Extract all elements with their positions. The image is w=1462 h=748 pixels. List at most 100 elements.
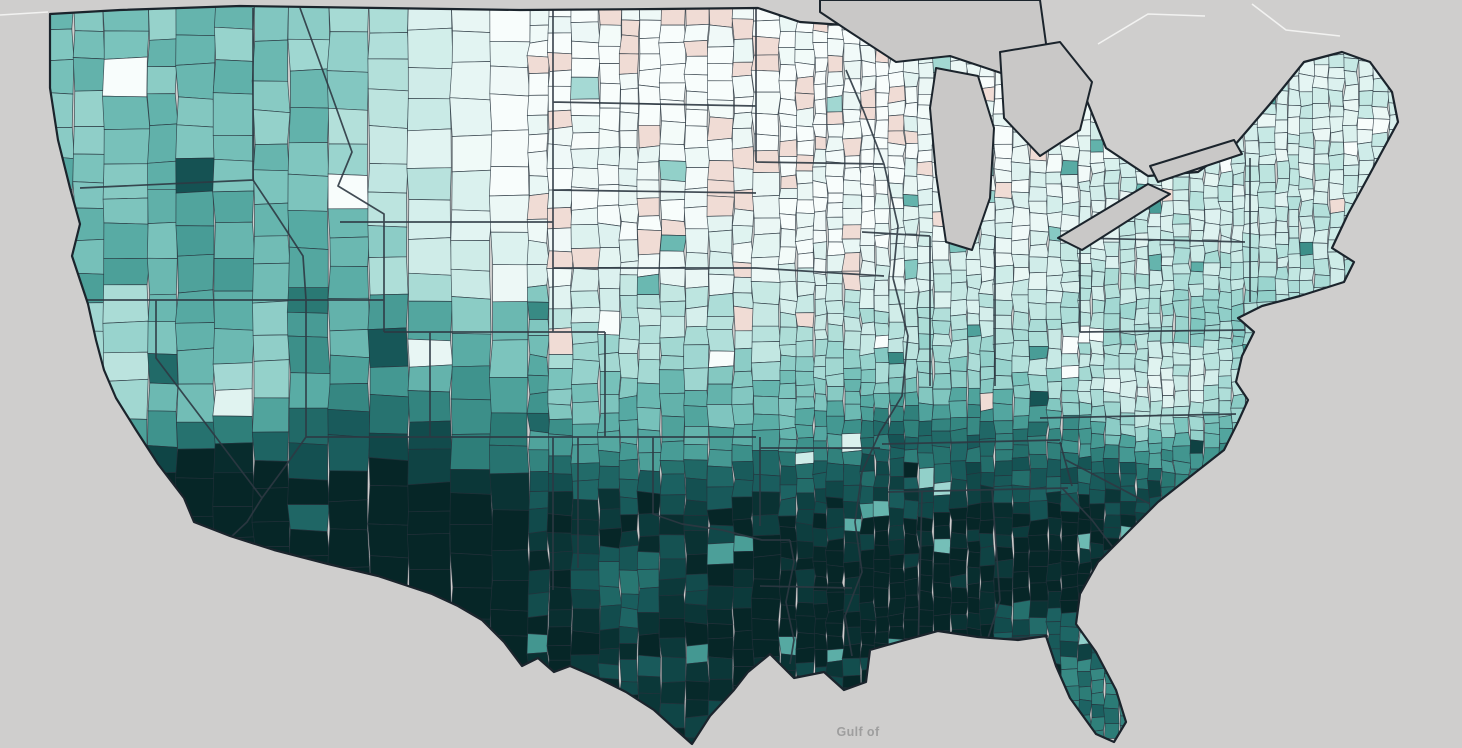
county-cell[interactable] [1218, 387, 1232, 402]
county-cell[interactable] [902, 326, 920, 345]
county-cell[interactable] [841, 419, 863, 435]
county-cell[interactable] [599, 394, 621, 414]
county-cell[interactable] [489, 194, 531, 233]
county-cell[interactable] [1013, 397, 1031, 417]
county-cell[interactable] [660, 179, 687, 201]
county-cell[interactable] [1046, 427, 1063, 444]
county-cell[interactable] [1232, 195, 1247, 211]
county-cell[interactable] [570, 224, 601, 249]
county-cell[interactable] [1120, 332, 1138, 346]
county-cell[interactable] [903, 102, 918, 118]
county-cell[interactable] [1218, 359, 1233, 377]
county-cell[interactable] [978, 306, 996, 322]
county-cell[interactable] [598, 352, 622, 372]
county-cell[interactable] [731, 478, 755, 498]
county-cell[interactable] [979, 248, 995, 269]
county-cell[interactable] [1059, 291, 1080, 309]
county-cell[interactable] [841, 432, 863, 453]
county-cell[interactable] [683, 459, 708, 481]
county-cell[interactable] [618, 529, 640, 548]
county-cell[interactable] [814, 313, 828, 331]
county-cell[interactable] [950, 281, 970, 302]
county-cell[interactable] [777, 515, 797, 529]
county-cell[interactable] [147, 38, 179, 68]
county-cell[interactable] [978, 533, 994, 549]
county-cell[interactable] [890, 242, 907, 261]
county-cell[interactable] [1029, 230, 1050, 246]
county-cell[interactable] [658, 82, 687, 102]
county-cell[interactable] [407, 532, 451, 571]
county-cell[interactable] [618, 606, 639, 629]
county-cell[interactable] [1161, 379, 1176, 396]
county-cell[interactable] [407, 510, 452, 535]
county-cell[interactable] [1059, 145, 1081, 162]
county-cell[interactable] [572, 423, 601, 446]
county-cell[interactable] [570, 98, 601, 117]
county-cell[interactable] [1104, 502, 1122, 516]
county-cell[interactable] [598, 527, 622, 550]
county-cell[interactable] [992, 502, 1015, 519]
county-cell[interactable] [1028, 186, 1050, 202]
county-cell[interactable] [1172, 364, 1191, 377]
county-cell[interactable] [751, 491, 781, 517]
county-cell[interactable] [1011, 340, 1030, 358]
county-cell[interactable] [1172, 176, 1190, 191]
county-cell[interactable] [1298, 268, 1315, 282]
county-cell[interactable] [1045, 289, 1064, 304]
county-cell[interactable] [873, 346, 890, 363]
county-cell[interactable] [251, 397, 290, 433]
county-cell[interactable] [637, 586, 661, 613]
county-cell[interactable] [903, 448, 919, 464]
county-cell[interactable] [251, 39, 289, 82]
county-cell[interactable] [598, 508, 622, 530]
county-cell[interactable] [683, 325, 710, 346]
county-cell[interactable] [548, 609, 573, 628]
county-cell[interactable] [528, 549, 551, 572]
county-cell[interactable] [1202, 288, 1222, 301]
county-cell[interactable] [827, 38, 845, 57]
county-cell[interactable] [527, 150, 549, 177]
county-cell[interactable] [659, 98, 686, 124]
county-cell[interactable] [706, 137, 735, 162]
county-cell[interactable] [1104, 256, 1120, 269]
county-cell[interactable] [449, 552, 493, 589]
county-cell[interactable] [174, 322, 216, 352]
county-cell[interactable] [1274, 266, 1290, 281]
county-cell[interactable] [753, 554, 782, 580]
county-cell[interactable] [146, 93, 179, 126]
county-cell[interactable] [685, 680, 710, 701]
county-cell[interactable] [933, 596, 953, 617]
county-cell[interactable] [1061, 336, 1080, 355]
county-cell[interactable] [1120, 272, 1136, 290]
county-cell[interactable] [933, 613, 951, 632]
county-cell[interactable] [1028, 453, 1049, 470]
county-cell[interactable] [875, 616, 891, 633]
county-cell[interactable] [708, 250, 735, 276]
county-cell[interactable] [858, 308, 875, 324]
county-cell[interactable] [213, 442, 254, 474]
county-cell[interactable] [102, 56, 148, 98]
county-cell[interactable] [1204, 312, 1221, 327]
county-cell[interactable] [73, 90, 106, 127]
county-cell[interactable] [887, 70, 905, 88]
county-cell[interactable] [684, 268, 709, 289]
county-cell[interactable] [795, 199, 816, 215]
county-cell[interactable] [918, 467, 935, 490]
county-cell[interactable] [904, 157, 918, 177]
county-cell[interactable] [904, 376, 918, 394]
county-cell[interactable] [1274, 278, 1290, 296]
county-cell[interactable] [826, 591, 846, 613]
county-cell[interactable] [1217, 337, 1234, 350]
county-cell[interactable] [794, 293, 815, 314]
county-cell[interactable] [1190, 317, 1207, 335]
county-cell[interactable] [571, 383, 599, 404]
county-cell[interactable] [777, 496, 797, 517]
county-cell[interactable] [825, 550, 845, 568]
county-cell[interactable] [546, 513, 574, 534]
county-cell[interactable] [547, 32, 572, 55]
county-cell[interactable] [827, 55, 843, 73]
county-cell[interactable] [570, 290, 601, 309]
county-cell[interactable] [327, 434, 371, 472]
county-cell[interactable] [902, 404, 920, 421]
county-cell[interactable] [824, 300, 845, 315]
